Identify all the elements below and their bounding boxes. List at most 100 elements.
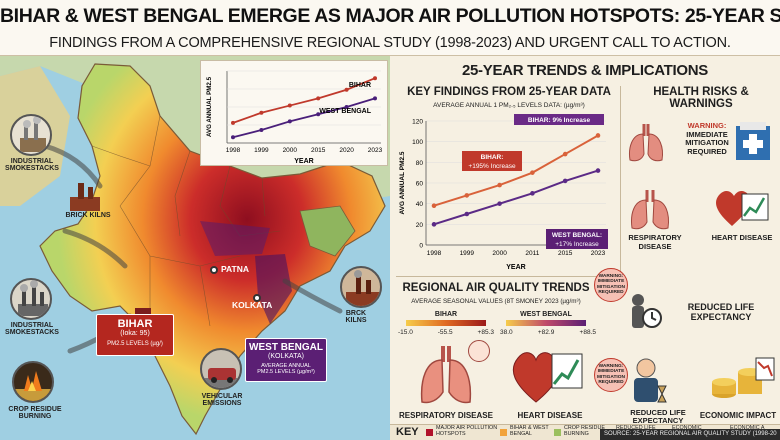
- mini-x-tick: 2015: [311, 147, 326, 154]
- warning-word: WARNING:: [687, 121, 727, 130]
- india-map-panel: PATNA KOLKATA BIHAR (Ioka: 95) PM2.5 LEV…: [0, 56, 390, 440]
- mini-bihar-line-point: [287, 103, 292, 108]
- bihar-region: [200, 221, 270, 256]
- main-wb-line-point: [464, 211, 470, 217]
- wb-callout-detail: (KOLKATA): [268, 353, 304, 360]
- patna-marker: [210, 266, 218, 274]
- main-wb-line-point: [530, 191, 535, 196]
- vehicle-icon: [200, 348, 242, 390]
- wb-tick: +82.9: [537, 329, 555, 336]
- mini-x-tick: 2000: [283, 147, 298, 154]
- industrial-smokestacks-icon: [10, 114, 52, 156]
- bihar-callout-name: BIHAR: [117, 318, 153, 330]
- regional-subtitle: AVERAGE SEASONAL VALUES (8T SMONEY 2023 …: [411, 298, 581, 305]
- key-findings-chart: 120 100 80 60 40 20 0 1998 1999 2000 2011 2015 2023 B…: [399, 114, 608, 271]
- crop-residue-label: CROP RESIDUE BURNING: [8, 406, 62, 421]
- key-item-label: BIHAR & WEST BENGAL: [510, 425, 549, 437]
- key-swatch: [426, 429, 433, 436]
- mini-wb-label: WEST BENGAL: [319, 108, 371, 115]
- main-y-tick: 0: [419, 243, 423, 250]
- mini-wb-line-point: [316, 112, 321, 117]
- respiratory-label: RESPIRATORY DISEASE: [628, 233, 682, 251]
- wb-tick: +88.5: [579, 329, 596, 336]
- main-y-tick: 20: [416, 222, 424, 229]
- page-title: BIHAR & WEST BENGAL EMERGE AS MAJOR AIR …: [0, 0, 780, 32]
- mini-y-label: AVG ANNUAL PM2.5: [206, 76, 213, 137]
- bihar-tick: -15.0: [398, 329, 413, 336]
- mini-bihar-line-point: [316, 96, 321, 101]
- industrial-smokestacks-icon-2: [10, 278, 52, 320]
- health-title: HEALTH RISKS & WARNINGS: [653, 86, 749, 110]
- main-x-tick: 2015: [558, 250, 573, 257]
- mini-x-tick: 2020: [339, 147, 354, 154]
- reduced-life-top-label: REDUCED LIFE EXPECTANCY: [687, 302, 755, 322]
- right-title: 25-YEAR TRENDS & IMPLICATIONS: [461, 62, 709, 79]
- main-x-tick: 1998: [427, 250, 442, 257]
- person-clock-icon: [628, 292, 662, 334]
- industrial-left-label: INDUSTRIAL SMOKESTACKS: [5, 322, 59, 337]
- bihar-scale-ticks: -15.0 -55.5 +85.3: [398, 329, 494, 336]
- lungs-icon-2: [626, 186, 674, 232]
- bihar-mid-tag-2: +195% Increase: [468, 163, 516, 170]
- main-y-tick: 100: [412, 139, 423, 146]
- kolkata-label: KOLKATA: [232, 300, 273, 310]
- main-y-tick: 80: [416, 160, 424, 167]
- bihar-callout-detail: (Ioka: 95): [120, 330, 150, 337]
- wb-callout-note2: PM2.5 LEVELS (µg/m³): [257, 369, 315, 375]
- bihar-tick: -55.5: [437, 329, 453, 336]
- wb-callout-name: WEST BENGAL: [249, 342, 323, 353]
- main-bihar-line-point: [464, 193, 470, 198]
- key-findings-title: KEY FINDINGS FROM 25-YEAR DATA: [407, 86, 611, 98]
- patna-label: PATNA: [221, 264, 250, 274]
- brick-kiln-icon: [68, 183, 102, 211]
- main-y-label: AVG ANNUAL PM2.5: [399, 151, 406, 214]
- warning-line-4: REQUIRED: [687, 146, 727, 156]
- brick-kilns-left-label: BRICK KILNS: [65, 212, 111, 219]
- bihar-top-tag: [514, 114, 604, 125]
- main-bihar-line-point: [595, 133, 601, 138]
- mini-x-label: YEAR: [294, 158, 313, 165]
- mini-chart: 1998 1999 2000 2015 2020 2023 BIHAR WEST BENGAL…: [200, 60, 388, 166]
- key-item-label: MAJOR AIR POLLUTION HOTSPOTS: [436, 425, 498, 437]
- main-wb-line-point: [497, 201, 502, 206]
- heart-label: HEART DISEASE: [711, 233, 773, 242]
- divider-h: [396, 276, 620, 277]
- regional-title: REGIONAL AIR QUALITY TRENDS: [402, 282, 590, 294]
- hospital-icon: [732, 118, 774, 162]
- main-bihar-line-point: [562, 151, 568, 157]
- regional-bihar-label: BIHAR: [434, 311, 458, 318]
- warning-line-3: MITIGATION: [685, 138, 729, 148]
- industrial-top-label: INDUSTRIAL SMOKESTACKS: [5, 158, 59, 173]
- main-x-tick: 1999: [460, 250, 475, 257]
- regional-heart-label: HEART DISEASE: [517, 411, 583, 420]
- warning-bubble-a: WARNING: IMMEDIATE MITIGATION REQUIRED: [594, 268, 628, 302]
- kolkata-marker: [253, 294, 261, 302]
- brick-kilns-right-label: BRCK KILNS: [345, 310, 367, 325]
- mini-bihar-label: BIHAR: [349, 82, 371, 89]
- regional-reduced-life-label: REDUCED LIFE EXPECTANCY: [630, 408, 686, 426]
- west-bengal-region: [255, 254, 292, 324]
- vehicular-label: VEHICULAR EMISSIONS: [201, 393, 243, 408]
- main-x-tick: 2000: [492, 250, 507, 257]
- mini-wb-line-point: [259, 128, 264, 133]
- main-wb-line-point: [562, 178, 568, 184]
- mini-wb-line-point: [373, 96, 377, 101]
- key-label: KEY: [396, 426, 419, 438]
- brick-kiln-icon-2: [340, 266, 382, 308]
- mini-x-tick: 1998: [226, 147, 241, 154]
- divider: [620, 86, 621, 272]
- main-wb-line-point: [431, 222, 437, 227]
- wb-tag-2: +17% Increase: [555, 241, 599, 248]
- regional-wb-label: WEST BENGAL: [520, 311, 572, 318]
- wb-tag: [546, 229, 608, 249]
- main-y-tick: 40: [416, 201, 424, 208]
- man-hourglass-icon: [630, 356, 668, 406]
- person-icon: [468, 340, 490, 362]
- wb-callout-note1: AVERAGE ANNUAL: [261, 363, 311, 369]
- main-x-tick: 2011: [525, 250, 539, 257]
- mini-bihar-line-point: [373, 76, 377, 81]
- west-bengal-callout: WEST BENGAL (KOLKATA) AVERAGE ANNUAL PM2…: [245, 338, 327, 382]
- economic-impact-label: ECONOMIC IMPACT: [699, 411, 777, 420]
- crop-fire-icon: [12, 361, 54, 403]
- key-findings-subtitle: AVERAGE ANNUAL 1 PM₂.₅ LEVELS DATA: (µg/…: [433, 102, 585, 109]
